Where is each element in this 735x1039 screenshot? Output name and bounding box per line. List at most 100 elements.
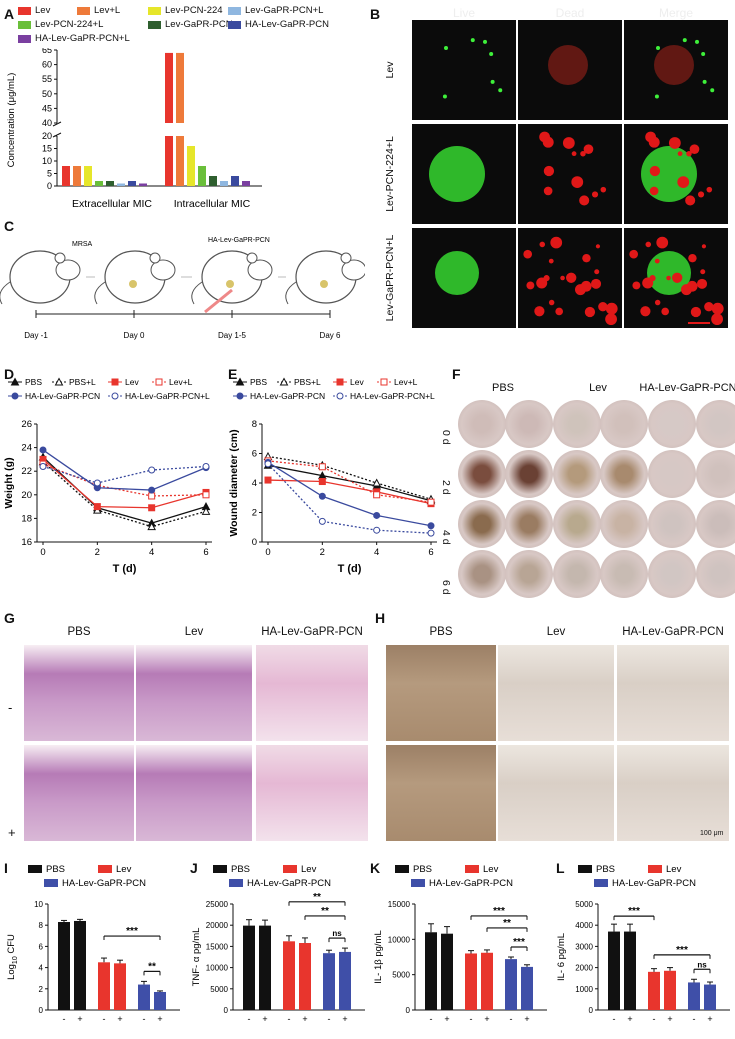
legend-label: HA-Lev-GaPR-PCN+L — [350, 391, 435, 401]
axis-break — [52, 121, 62, 127]
y-tick-label: 10 — [42, 156, 52, 166]
legend-label: Lev — [666, 864, 682, 875]
cell-dead — [697, 191, 705, 198]
legend-item: Lev-GaPR-PCN+L — [228, 5, 323, 16]
legend-label: PBS — [413, 864, 432, 875]
wound-photo — [600, 450, 648, 498]
bar — [106, 181, 114, 186]
cell-dead — [649, 165, 661, 177]
y-tick-label: 10 — [34, 900, 43, 909]
cell-dead — [629, 249, 639, 259]
y-tick-label: 15000 — [206, 942, 229, 951]
y-tick-label: 15 — [42, 144, 52, 154]
bar — [608, 931, 620, 1010]
wound-photo — [600, 500, 648, 548]
series-line — [42, 465, 207, 484]
panel-g-col-label: PBS — [67, 626, 91, 638]
bar — [465, 953, 477, 1010]
mouse-ear — [340, 252, 352, 264]
legend-marker — [155, 378, 163, 386]
data-point — [427, 529, 435, 537]
cell-dead — [548, 45, 588, 85]
wound-photo — [505, 500, 553, 548]
panel-f-row-label: 0 d — [440, 430, 452, 445]
data-point — [93, 503, 101, 511]
y-tick-label: 2000 — [575, 964, 593, 973]
x-tick-label: + — [444, 1014, 449, 1024]
bar — [242, 181, 250, 186]
legend-swatch — [594, 879, 608, 887]
sig-label: ns — [332, 929, 342, 938]
x-tick-label: 0 — [265, 547, 270, 558]
cell-live — [701, 51, 706, 56]
legend-swatch — [465, 865, 479, 873]
legend-item: Lev-PCN-224+L — [18, 19, 103, 30]
bar — [688, 982, 700, 1010]
sig-label: *** — [676, 945, 688, 956]
micrograph-image — [435, 251, 479, 295]
legend-item: Lev+L — [77, 5, 120, 16]
y-tick-label: 24 — [21, 443, 32, 454]
cell-live — [498, 88, 503, 93]
legend-marker — [336, 378, 344, 386]
data-point — [148, 466, 156, 474]
cell-dead — [632, 281, 641, 290]
legend-swatch — [395, 865, 409, 873]
legend-marker — [235, 377, 245, 386]
legend-label: HA-Lev-GaPR-PCN — [250, 391, 325, 401]
legend-swatch — [18, 34, 31, 43]
y-tick-label: 5000 — [392, 971, 410, 980]
cell-dead — [668, 137, 681, 149]
data-point — [427, 522, 435, 530]
legend-label: Lev+L — [169, 377, 193, 387]
cell-live — [442, 94, 447, 99]
scale-bar — [688, 322, 710, 324]
panel-g-col-label: Lev — [184, 626, 204, 638]
x-tick-label: - — [693, 1014, 696, 1024]
y-tick-label: 20 — [42, 131, 52, 141]
y-tick-label: 8 — [252, 419, 257, 430]
legend-label: Lev — [350, 377, 364, 387]
legend-label: Lev+L — [394, 377, 418, 387]
y-tick-label: 1000 — [575, 985, 593, 994]
legend-label: HA-Lev-GaPR-PCN — [612, 878, 696, 889]
sig-label: *** — [513, 937, 525, 948]
mouse — [0, 250, 81, 305]
infection-site — [129, 280, 137, 288]
data-point — [427, 498, 435, 506]
x-tick-label: - — [430, 1014, 433, 1024]
cell-dead — [600, 186, 607, 193]
legend-label: PBS+L — [69, 377, 96, 387]
sig-label: *** — [126, 926, 138, 937]
wound-photo — [458, 450, 506, 498]
legend-label: HA-Lev-GaPR-PCN — [247, 878, 331, 889]
x-tick-label: + — [117, 1014, 122, 1024]
data-point — [373, 511, 381, 519]
x-tick-label: 4 — [374, 547, 379, 558]
bar — [259, 925, 271, 1010]
bar — [648, 971, 660, 1010]
legend-label: PBS — [250, 377, 267, 387]
x-tick-label: - — [143, 1014, 146, 1024]
wound-photo — [458, 400, 506, 448]
x-tick-label: - — [63, 1014, 66, 1024]
data-point — [318, 463, 326, 471]
data-point — [93, 479, 101, 487]
cell-live — [483, 39, 488, 44]
bar — [209, 176, 217, 186]
x-tick-label: 6 — [428, 547, 433, 558]
micrograph — [412, 124, 516, 224]
bar — [165, 52, 173, 123]
y-tick-label: 50 — [42, 89, 52, 99]
wound-photo — [553, 550, 601, 598]
wound-photo — [553, 500, 601, 548]
legend-label: Lev-PCN-224 — [165, 5, 223, 16]
legend-label: HA-Lev-GaPR-PCN — [25, 391, 100, 401]
y-axis-label: TNF- α pg/mL — [191, 928, 202, 987]
panel-c-scheme: MRSA HA-Lev-GaPR-PCN Day -1 Day 0 Day 1-5 Day… — [0, 237, 365, 340]
x-tick-label: Intracellular MIC — [174, 198, 251, 210]
cell-dead — [654, 258, 660, 264]
series-line — [267, 464, 432, 502]
cell-dead — [711, 302, 724, 315]
